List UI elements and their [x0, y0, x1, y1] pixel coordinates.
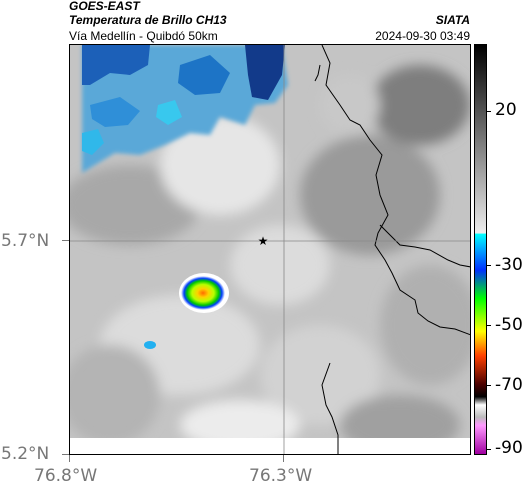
map-canvas: ★ [70, 45, 470, 454]
colorbar-tick [487, 449, 491, 450]
lat-tick [62, 454, 69, 455]
brand-label: SIATA [435, 13, 470, 27]
lon-tick [283, 455, 284, 462]
cloud-texture [70, 65, 470, 454]
star-icon[interactable]: ★ [258, 234, 269, 248]
no-data-strip [70, 438, 470, 454]
lon-label: 76.8°W [34, 466, 98, 486]
lon-tick [69, 455, 70, 462]
colorbar-tick [487, 325, 491, 326]
colorbar-label: -70 [495, 375, 523, 395]
colorbar-gradient [475, 45, 486, 454]
product-title: Temperatura de Brillo CH13 [69, 13, 227, 27]
lat-label: 5.2°N [1, 444, 50, 464]
colorbar [474, 44, 487, 455]
cold-cloud-area [82, 45, 288, 173]
lon-label: 76.3°W [249, 466, 313, 486]
colorbar-tick [487, 111, 491, 112]
convective-cell [144, 273, 229, 349]
colorbar-tick [487, 385, 491, 386]
colorbar-label: -30 [495, 255, 523, 275]
colorbar-label: -90 [495, 438, 523, 458]
satellite-map[interactable]: ★ [69, 44, 471, 455]
colorbar-label: -50 [495, 315, 523, 335]
colorbar-label: 20 [495, 100, 517, 120]
timestamp-label: 2024-09-30 03:49 [375, 29, 470, 43]
border-lines [314, 45, 470, 454]
colorbar-tick [487, 265, 491, 266]
region-subtitle: Vía Medellín - Quibdó 50km [69, 29, 218, 43]
lat-label: 5.7°N [1, 231, 50, 251]
satellite-title: GOES-EAST [69, 0, 140, 13]
lat-tick [62, 240, 69, 241]
